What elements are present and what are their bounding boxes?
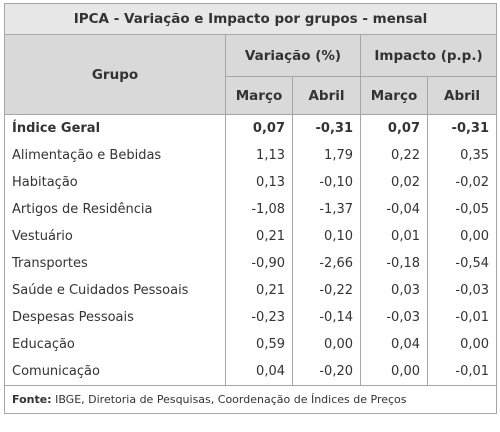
value-cell: -1,37 [292, 196, 361, 223]
value-cell: -0,01 [426, 304, 498, 331]
group-name: Índice Geral [4, 114, 226, 142]
value-cell: -0,20 [292, 358, 361, 386]
month-header: Março [225, 76, 293, 115]
month-header: Março [360, 76, 428, 115]
value-cell: 0,01 [360, 223, 428, 250]
value-cell: 0,04 [360, 331, 428, 358]
month-header: Abril [292, 76, 361, 115]
table-row: Despesas Pessoais -0,23 -0,14 -0,03 -0,01 [4, 304, 498, 331]
value-cell: -0,01 [426, 358, 498, 386]
value-cell: -0,03 [426, 277, 498, 304]
value-cell: 0,21 [225, 223, 293, 250]
group-name: Comunicação [4, 358, 226, 386]
value-cell: -0,31 [292, 114, 361, 142]
source-note: Fonte: IBGE, Diretoria de Pesquisas, Coo… [3, 385, 498, 414]
value-cell: -0,10 [292, 169, 361, 196]
value-cell: -0,18 [360, 250, 428, 277]
value-cell: 0,59 [225, 331, 293, 358]
value-cell: 0,13 [225, 169, 293, 196]
value-cell: -0,02 [426, 169, 498, 196]
group-name: Alimentação e Bebidas [4, 142, 226, 169]
group-name: Saúde e Cuidados Pessoais [4, 277, 226, 304]
table-row: Alimentação e Bebidas 1,13 1,79 0,22 0,35 [4, 142, 498, 169]
value-cell: 0,10 [292, 223, 361, 250]
value-cell: 0,00 [426, 223, 498, 250]
value-cell: 0,00 [360, 358, 428, 386]
group-name: Vestuário [4, 223, 226, 250]
month-header: Abril [426, 76, 498, 115]
table-row: Comunicação 0,04 -0,20 0,00 -0,01 [4, 358, 498, 386]
table-row: Transportes -0,90 -2,66 -0,18 -0,54 [4, 250, 498, 277]
table-row: Saúde e Cuidados Pessoais 0,21 -0,22 0,03 -0… [4, 277, 498, 304]
value-cell: 0,07 [360, 114, 428, 142]
value-cell: 0,04 [225, 358, 293, 386]
value-cell: 0,35 [426, 142, 498, 169]
table-row: Educação 0,59 0,00 0,04 0,00 [4, 331, 498, 358]
value-cell: 0,00 [426, 331, 498, 358]
value-cell: -2,66 [292, 250, 361, 277]
variation-header: Variação (%) [225, 34, 361, 77]
value-cell: 0,00 [292, 331, 361, 358]
value-cell: 0,03 [360, 277, 428, 304]
group-name: Artigos de Residência [4, 196, 226, 223]
table-title: IPCA - Variação e Impacto por grupos - m… [3, 3, 498, 35]
value-cell: 1,13 [225, 142, 293, 169]
value-cell: -0,54 [426, 250, 498, 277]
value-cell: -0,90 [225, 250, 293, 277]
page: IPCA - Variação e Impacto por grupos - m… [0, 3, 500, 432]
group-name: Transportes [4, 250, 226, 277]
impact-header: Impacto (p.p.) [359, 34, 498, 77]
table-row: Artigos de Residência -1,08 -1,37 -0,04 -0,0… [4, 196, 498, 223]
group-name: Despesas Pessoais [4, 304, 226, 331]
value-cell: 0,21 [225, 277, 293, 304]
value-cell: -0,23 [225, 304, 293, 331]
value-cell: 0,22 [360, 142, 428, 169]
value-cell: -0,04 [360, 196, 428, 223]
value-cell: 0,02 [360, 169, 428, 196]
table-row: Habitação 0,13 -0,10 0,02 -0,02 [4, 169, 498, 196]
source-label: Fonte: [12, 393, 52, 406]
value-cell: 1,79 [292, 142, 361, 169]
value-cell: -0,31 [426, 114, 498, 142]
value-cell: -0,05 [426, 196, 498, 223]
group-name: Educação [4, 331, 226, 358]
table-row: Vestuário 0,21 0,10 0,01 0,00 [4, 223, 498, 250]
value-cell: -0,03 [360, 304, 428, 331]
group-name: Habitação [4, 169, 226, 196]
value-cell: -0,14 [292, 304, 361, 331]
source-text: IBGE, Diretoria de Pesquisas, Coordenaçã… [55, 393, 407, 406]
value-cell: -1,08 [225, 196, 293, 223]
value-cell: -0,22 [292, 277, 361, 304]
group-header: Grupo [4, 34, 226, 115]
ipca-table: IPCA - Variação e Impacto por grupos - m… [3, 3, 498, 414]
table-row: Índice Geral 0,07 -0,31 0,07 -0,31 [4, 114, 498, 142]
value-cell: 0,07 [225, 114, 293, 142]
